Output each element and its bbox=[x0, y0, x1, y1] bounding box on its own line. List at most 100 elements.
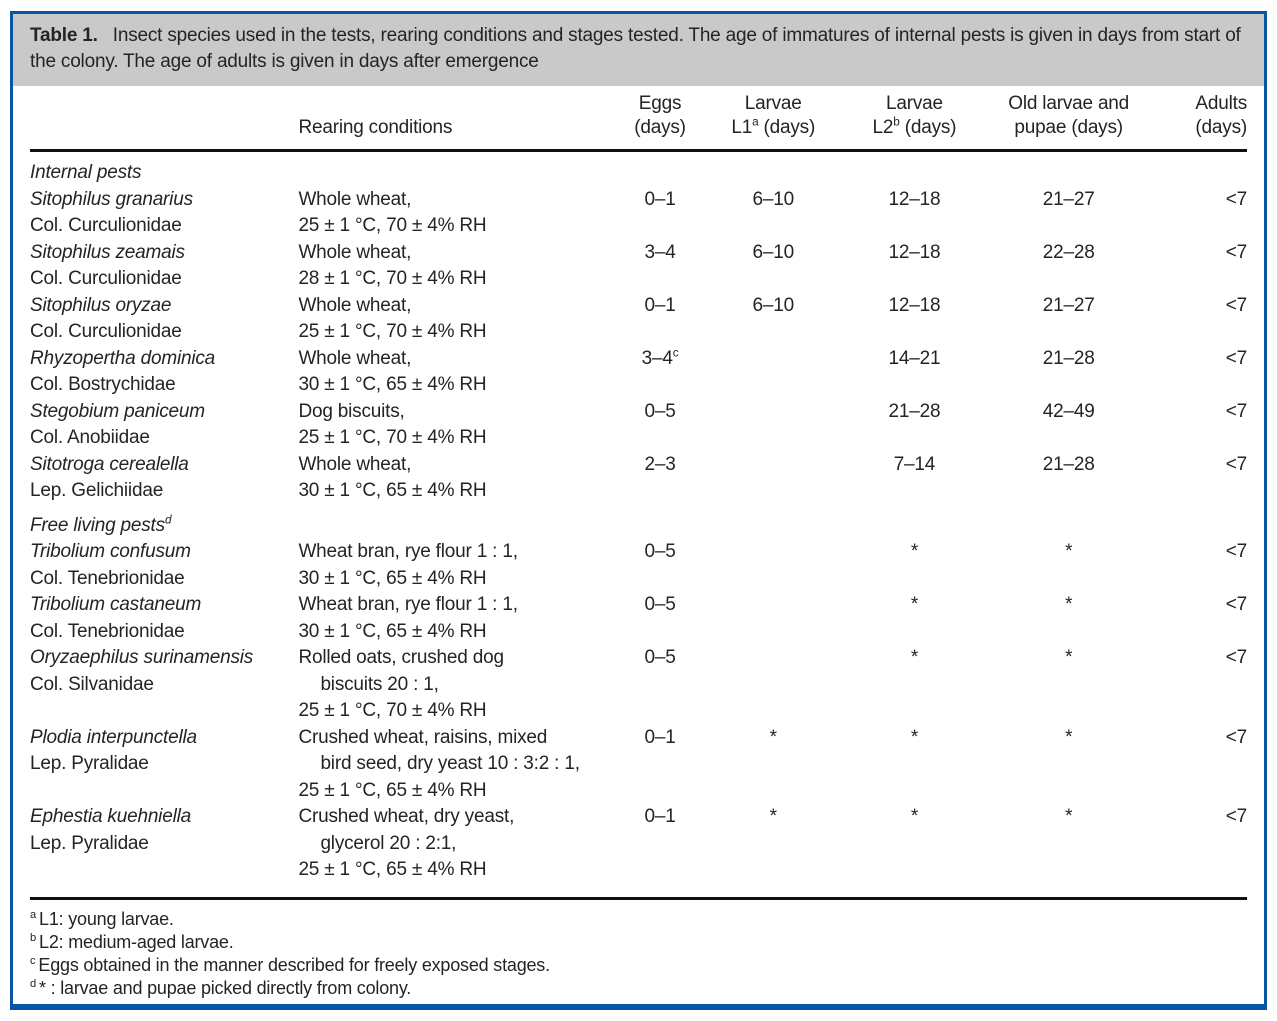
species-family: Col. Bostrychidae bbox=[30, 374, 176, 395]
species-name: Tribolium confusum bbox=[30, 541, 191, 562]
rearing-line: Whole wheat, bbox=[298, 347, 412, 369]
row-sitophilus-oryzae: Sitophilus oryzae Col. Curculionidae Who… bbox=[30, 293, 1247, 346]
rearing-line: Whole wheat, bbox=[298, 188, 412, 210]
species-cell: Sitotroga cerealella Lep. Gelichiidae bbox=[30, 452, 298, 505]
adults-cell: <7 bbox=[1225, 400, 1247, 422]
adults-cell: <7 bbox=[1225, 294, 1247, 316]
footnote-marker: c bbox=[30, 954, 36, 967]
oldpupae-cell: * bbox=[1065, 541, 1073, 562]
section-internal-pests: Internal pests bbox=[30, 151, 1247, 187]
oldpupae-cell: 21–27 bbox=[1042, 294, 1095, 316]
rearing-cell: Whole wheat, 30 ± 1 °C, 65 ± 4% RH bbox=[298, 346, 617, 399]
rearing-line: Wheat bran, rye flour 1 : 1, bbox=[298, 541, 518, 562]
header-line: (days) bbox=[1195, 117, 1247, 138]
section-label: Internal pests bbox=[30, 162, 142, 183]
larvae1-cell: * bbox=[769, 726, 777, 748]
adults-cell: <7 bbox=[1225, 188, 1247, 210]
rearing-line: 25 ± 1 °C, 70 ± 4% RH bbox=[298, 215, 487, 236]
oldpupae-cell: * bbox=[1065, 594, 1073, 615]
rearing-line: 30 ± 1 °C, 65 ± 4% RH bbox=[298, 567, 487, 589]
table-body: Internal pests Sitophilus granarius Col.… bbox=[30, 151, 1247, 884]
section-label: Free living pestsd bbox=[30, 513, 172, 536]
table-header: Rearing conditions Eggs (days) Larvae L1… bbox=[30, 86, 1247, 152]
rearing-cell: Whole wheat, 30 ± 1 °C, 65 ± 4% RH bbox=[298, 452, 617, 505]
col-header-larvae-l1: Larvae L1a (days) bbox=[703, 86, 844, 152]
rearing-line: Rolled oats, crushed dog bbox=[298, 647, 504, 668]
adults-cell: <7 bbox=[1225, 726, 1247, 748]
species-name: Tribolium castaneum bbox=[30, 594, 202, 615]
species-name: Oryzaephilus surinamensis bbox=[30, 647, 254, 668]
species-family: Col. Curculionidae bbox=[30, 321, 182, 342]
header-line: Eggs bbox=[638, 93, 682, 114]
eggs-cell: 0–5 bbox=[644, 541, 676, 562]
species-family: Lep. Pyralidae bbox=[30, 753, 149, 774]
species-family: Lep. Gelichiidae bbox=[30, 480, 164, 501]
eggs-cell: 0–5 bbox=[644, 400, 676, 422]
rearing-cell: Crushed wheat, dry yeast, glycerol 20 : … bbox=[298, 804, 617, 884]
row-rhyzopertha-dominica: Rhyzopertha dominica Col. Bostrychidae W… bbox=[30, 346, 1247, 399]
oldpupae-cell: * bbox=[1065, 806, 1073, 827]
table-caption-text: Insect species used in the tests, rearin… bbox=[30, 25, 1241, 72]
col-header-adults: Adults (days) bbox=[1151, 86, 1247, 152]
larvae2-cell: 12–18 bbox=[888, 241, 941, 263]
rearing-cell: Crushed wheat, raisins, mixed bird seed,… bbox=[298, 725, 617, 805]
footnote-d: d * : larvae and pupae picked directly fr… bbox=[30, 977, 1247, 1000]
species-name: Plodia interpunctella bbox=[30, 726, 197, 748]
larvae1-cell bbox=[703, 346, 843, 399]
larvae2-cell: 12–18 bbox=[888, 188, 941, 210]
rearing-line: Whole wheat, bbox=[298, 294, 412, 316]
header-line: L1a (days) bbox=[731, 115, 816, 138]
species-cell: Plodia interpunctella Lep. Pyralidae bbox=[30, 725, 298, 805]
rearing-line: 25 ± 1 °C, 65 ± 4% RH bbox=[298, 779, 487, 801]
rearing-line: 30 ± 1 °C, 65 ± 4% RH bbox=[298, 620, 487, 642]
header-line: Adults bbox=[1195, 93, 1247, 114]
header-line: Larvae bbox=[885, 93, 943, 114]
larvae2-cell: * bbox=[910, 726, 919, 748]
species-name: Sitophilus zeamais bbox=[30, 241, 185, 263]
table-frame: Table 1. Insect species used in the tests… bbox=[10, 11, 1267, 1010]
header-line: Old larvae and bbox=[1008, 93, 1130, 114]
eggs-cell: 0–1 bbox=[644, 294, 676, 316]
larvae2-cell: * bbox=[910, 647, 919, 668]
rearing-line: 25 ± 1 °C, 70 ± 4% RH bbox=[298, 321, 487, 342]
species-cell: Sitophilus oryzae Col. Curculionidae bbox=[30, 293, 298, 346]
footnote-ref-c: c bbox=[672, 346, 679, 360]
footnote-marker: b bbox=[30, 931, 37, 944]
rearing-line: 28 ± 1 °C, 70 ± 4% RH bbox=[298, 268, 487, 289]
species-family: Col. Tenebrionidae bbox=[30, 567, 185, 589]
rearing-cell: Rolled oats, crushed dog biscuits 20 : 1… bbox=[298, 645, 617, 725]
rearing-line: 25 ± 1 °C, 70 ± 4% RH bbox=[298, 427, 487, 448]
table-caption: Table 1. Insect species used in the tests… bbox=[13, 14, 1264, 86]
species-family: Col. Curculionidae bbox=[30, 268, 182, 289]
species-cell: Rhyzopertha dominica Col. Bostrychidae bbox=[30, 346, 298, 399]
oldpupae-cell: 21–27 bbox=[1042, 188, 1095, 210]
rearing-line: 25 ± 1 °C, 70 ± 4% RH bbox=[298, 700, 487, 721]
col-header-rearing: Rearing conditions bbox=[298, 86, 617, 152]
species-cell: Sitophilus zeamais Col. Curculionidae bbox=[30, 240, 298, 293]
adults-cell: <7 bbox=[1225, 347, 1247, 369]
larvae1-cell bbox=[703, 452, 843, 505]
row-plodia-interpunctella: Plodia interpunctella Lep. Pyralidae Cru… bbox=[30, 725, 1247, 805]
rearing-cell: Dog biscuits, 25 ± 1 °C, 70 ± 4% RH bbox=[298, 399, 617, 452]
header-line: (days) bbox=[634, 117, 686, 138]
table-caption-label: Table 1. bbox=[30, 25, 98, 46]
rearing-line: glycerol 20 : 2:1, bbox=[320, 832, 457, 854]
species-name: Stegobium paniceum bbox=[30, 400, 205, 422]
row-tribolium-confusum: Tribolium confusum Col. Tenebrionidae Wh… bbox=[30, 539, 1247, 592]
rearing-line: 30 ± 1 °C, 65 ± 4% RH bbox=[298, 374, 487, 395]
row-sitophilus-granarius: Sitophilus granarius Col. Curculionidae … bbox=[30, 187, 1247, 240]
section-free-living-pests: Free living pestsd bbox=[30, 505, 1247, 540]
eggs-cell: 0–5 bbox=[644, 594, 676, 615]
oldpupae-cell: 21–28 bbox=[1042, 453, 1095, 475]
adults-cell: <7 bbox=[1225, 647, 1247, 668]
rearing-line: 30 ± 1 °C, 65 ± 4% RH bbox=[298, 480, 487, 501]
larvae2-cell: * bbox=[910, 541, 919, 562]
col-header-species-empty bbox=[30, 86, 299, 152]
rearing-line: Whole wheat, bbox=[298, 241, 412, 263]
eggs-cell: 0–5 bbox=[644, 647, 676, 668]
col-header-old-larvae-pupae: Old larvae and pupae (days) bbox=[985, 86, 1152, 152]
footnote-text: L2: medium-aged larvae. bbox=[39, 931, 234, 952]
footnote-a: a L1: young larvae. bbox=[30, 908, 1247, 931]
adults-cell: <7 bbox=[1225, 541, 1247, 562]
